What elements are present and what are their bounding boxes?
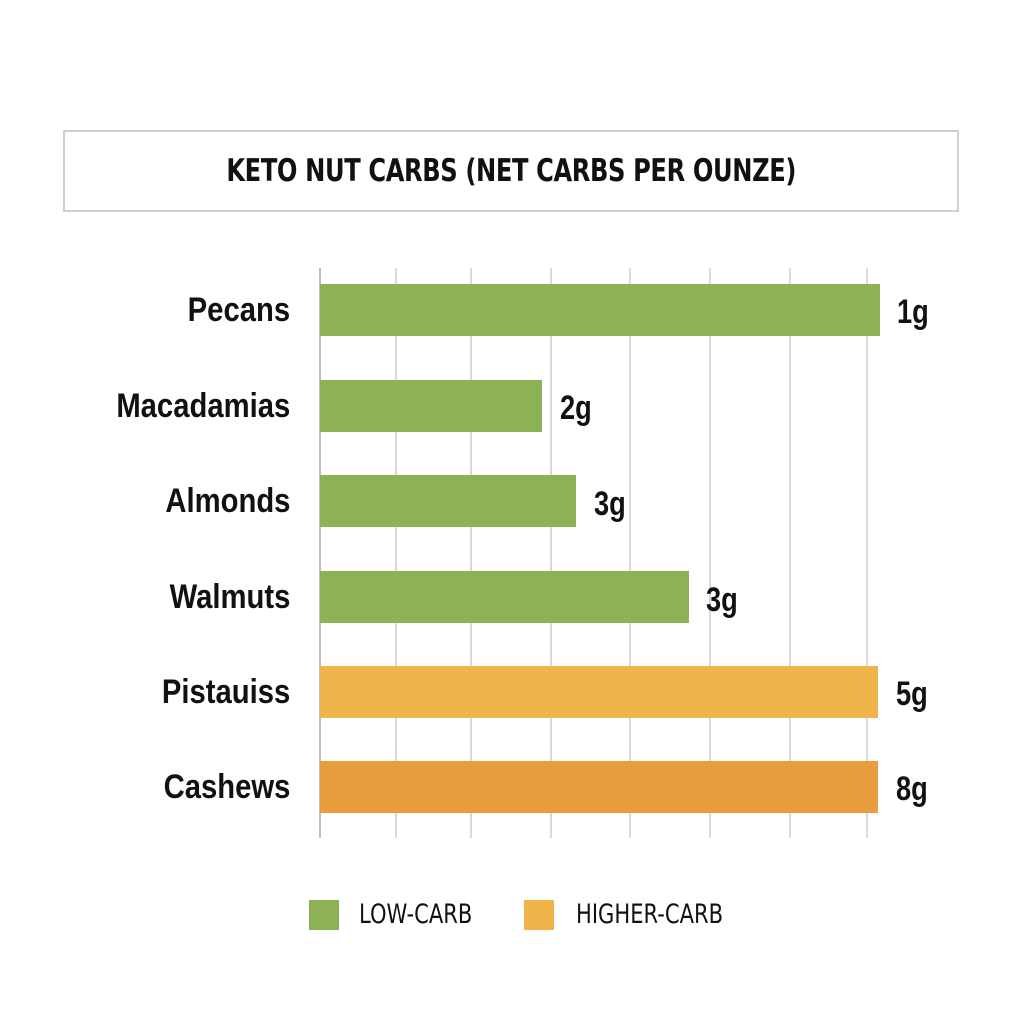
legend-item-low-carb: LOW-CARB <box>309 899 504 930</box>
legend: LOW-CARB HIGHER-CARB <box>309 899 793 930</box>
value-label-pecans: 1g <box>897 293 929 331</box>
gridline <box>395 268 397 838</box>
bar-pistauiss <box>320 666 878 718</box>
gridline <box>470 268 472 838</box>
gridline <box>629 268 631 838</box>
category-label-cashews: Cashews <box>163 768 290 806</box>
chart-title-box: KETO NUT CARBS (NET CARBS PER OUNZE) <box>63 130 959 212</box>
category-label-pistauiss: Pistauiss <box>161 673 290 711</box>
legend-item-higher-carb: HIGHER-CARB <box>524 899 765 930</box>
gridline <box>789 268 791 838</box>
value-label-macadamias: 2g <box>560 389 592 427</box>
gridline <box>866 268 868 838</box>
bar-walmuts <box>320 571 689 623</box>
legend-swatch-low-carb <box>309 899 339 930</box>
bar-macadamias <box>320 380 542 432</box>
legend-label-low-carb: LOW-CARB <box>359 899 473 930</box>
bar-cashews <box>320 761 878 813</box>
gridline <box>550 268 552 838</box>
bar-pecans <box>320 284 880 336</box>
category-label-pecans: Pecans <box>187 291 290 329</box>
legend-swatch-higher-carb <box>524 899 555 930</box>
value-label-walmuts: 3g <box>706 581 738 619</box>
gridline <box>709 268 711 838</box>
category-label-almonds: Almonds <box>164 482 290 520</box>
category-label-walmuts: Walmuts <box>169 578 290 616</box>
chart-title: KETO NUT CARBS (NET CARBS PER OUNZE) <box>226 153 796 189</box>
legend-label-higher-carb: HIGHER-CARB <box>576 899 724 930</box>
y-axis-line <box>319 268 321 838</box>
value-label-almonds: 3g <box>594 485 626 523</box>
category-label-macadamias: Macadamias <box>116 387 290 425</box>
value-label-pistauiss: 5g <box>896 675 928 713</box>
bar-almonds <box>320 475 576 527</box>
value-label-cashews: 8g <box>896 770 928 808</box>
